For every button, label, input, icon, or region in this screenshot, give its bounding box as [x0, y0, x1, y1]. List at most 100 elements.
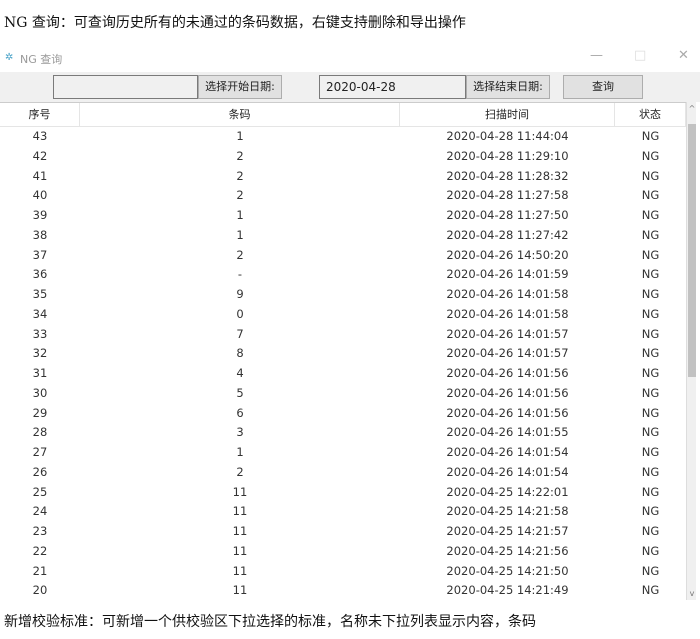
- cell-index: 29: [32, 405, 48, 420]
- cell-scan-time: 2020-04-25 14:21:57: [446, 524, 569, 538]
- toolbar: 选择开始日期: 2020-04-28 选择结束日期: 查询: [0, 72, 700, 102]
- cell-status: NG: [641, 287, 660, 301]
- cell-status: NG: [641, 445, 660, 459]
- cell-barcode: 1: [236, 208, 244, 222]
- cell-scan-time: 2020-04-25 14:21:56: [446, 543, 569, 558]
- window-title: NG 查询: [20, 53, 63, 66]
- start-date-button[interactable]: 选择开始日期:: [198, 75, 282, 99]
- cell-scan-time: 2020-04-26 14:01:58: [446, 306, 569, 321]
- table-row[interactable]: 24 11 2020-04-25 14:21:58 NG: [0, 502, 686, 522]
- vertical-scrollbar[interactable]: ^ v: [686, 102, 696, 600]
- scrollbar-thumb[interactable]: [688, 124, 696, 377]
- table-row[interactable]: 33 7 2020-04-26 14:01:57 NG: [0, 325, 686, 345]
- cell-status: NG: [641, 366, 660, 380]
- cell-barcode: 1: [236, 445, 244, 459]
- table-row[interactable]: 27 1 2020-04-26 14:01:54 NG: [0, 443, 686, 463]
- cell-index: 20: [32, 583, 48, 598]
- cell-index: 23: [32, 524, 48, 538]
- cell-index: 41: [32, 168, 48, 183]
- cell-scan-time: 2020-04-28 11:27:50: [446, 208, 569, 222]
- table-row[interactable]: 38 1 2020-04-28 11:27:42 NG: [0, 226, 686, 246]
- cell-status: NG: [641, 227, 660, 242]
- cell-scan-time: 2020-04-26 14:01:56: [446, 405, 569, 420]
- cell-scan-time: 2020-04-26 14:01:59: [446, 267, 569, 282]
- cell-index: 21: [32, 563, 48, 578]
- cell-scan-time: 2020-04-28 11:28:32: [446, 168, 569, 183]
- cell-status: NG: [641, 385, 660, 400]
- table-row[interactable]: 34 0 2020-04-26 14:01:58 NG: [0, 305, 686, 325]
- header-index[interactable]: 序号: [0, 103, 80, 126]
- cell-scan-time: 2020-04-26 14:01:57: [446, 326, 569, 341]
- table-row[interactable]: 25 11 2020-04-25 14:22:01 NG: [0, 483, 686, 503]
- cell-index: 34: [32, 306, 48, 321]
- table-row[interactable]: 21 11 2020-04-25 14:21:50 NG: [0, 562, 686, 582]
- end-date-button[interactable]: 选择结束日期:: [466, 75, 550, 99]
- cell-barcode: 11: [232, 524, 248, 538]
- cell-barcode: 5: [236, 385, 244, 400]
- header-scan-time[interactable]: 扫描时间: [400, 103, 615, 126]
- cell-barcode: 11: [232, 583, 248, 598]
- maximize-button[interactable]: □: [634, 48, 647, 63]
- cell-index: 22: [32, 543, 48, 558]
- cell-scan-time: 2020-04-25 14:21:50: [446, 563, 569, 578]
- cell-status: NG: [641, 129, 660, 143]
- table-row[interactable]: 40 2 2020-04-28 11:27:58 NG: [0, 186, 686, 206]
- app-icon: ✲: [5, 52, 14, 63]
- cell-barcode: -: [237, 267, 243, 282]
- cell-index: 38: [32, 227, 48, 242]
- cell-index: 33: [32, 326, 48, 341]
- minimize-button[interactable]: —: [590, 48, 603, 63]
- table-row[interactable]: 28 3 2020-04-26 14:01:55 NG: [0, 423, 686, 443]
- barcode-input[interactable]: [53, 75, 198, 99]
- table-row[interactable]: 31 4 2020-04-26 14:01:56 NG: [0, 364, 686, 384]
- cell-barcode: 2: [236, 148, 244, 163]
- table-row[interactable]: 35 9 2020-04-26 14:01:58 NG: [0, 285, 686, 305]
- cell-scan-time: 2020-04-28 11:27:42: [446, 227, 569, 242]
- scroll-down-icon[interactable]: v: [689, 589, 695, 598]
- cell-barcode: 6: [236, 405, 244, 420]
- cell-index: 37: [32, 247, 48, 262]
- cell-barcode: 3: [236, 425, 244, 440]
- table-row[interactable]: 23 11 2020-04-25 14:21:57 NG: [0, 522, 686, 542]
- cell-status: NG: [641, 405, 660, 420]
- cell-index: 28: [32, 425, 48, 440]
- table-row[interactable]: 26 2 2020-04-26 14:01:54 NG: [0, 463, 686, 483]
- table-row[interactable]: 43 1 2020-04-28 11:44:04 NG: [0, 127, 686, 147]
- cell-barcode: 8: [236, 346, 244, 361]
- table-row[interactable]: 39 1 2020-04-28 11:27:50 NG: [0, 206, 686, 226]
- table-row[interactable]: 41 2 2020-04-28 11:28:32 NG: [0, 167, 686, 187]
- cell-scan-time: 2020-04-26 14:01:56: [446, 385, 569, 400]
- cell-index: 36: [32, 267, 48, 282]
- header-barcode[interactable]: 条码: [80, 103, 400, 126]
- cell-status: NG: [641, 148, 660, 163]
- cell-status: NG: [641, 326, 660, 341]
- cell-index: 25: [32, 484, 48, 499]
- table-row[interactable]: 22 11 2020-04-25 14:21:56 NG: [0, 542, 686, 562]
- caption-top: NG 查询：可查询历史所有的未通过的条码数据，右键支持删除和导出操作: [4, 15, 466, 31]
- scroll-up-icon[interactable]: ^: [688, 104, 696, 113]
- cell-scan-time: 2020-04-26 14:01:56: [446, 366, 569, 380]
- cell-index: 35: [32, 287, 48, 301]
- query-button[interactable]: 查询: [563, 75, 643, 99]
- table-row[interactable]: 37 2 2020-04-26 14:50:20 NG: [0, 246, 686, 266]
- header-status[interactable]: 状态: [615, 103, 686, 126]
- table-row[interactable]: 36 - 2020-04-26 14:01:59 NG: [0, 265, 686, 285]
- date-input[interactable]: 2020-04-28: [319, 75, 466, 99]
- cell-scan-time: 2020-04-26 14:01:55: [446, 425, 569, 440]
- cell-index: 31: [32, 366, 48, 380]
- cell-scan-time: 2020-04-26 14:01:54: [446, 445, 569, 459]
- cell-scan-time: 2020-04-28 11:44:04: [446, 129, 569, 143]
- table-row[interactable]: 20 11 2020-04-25 14:21:49 NG: [0, 581, 686, 600]
- table-row[interactable]: 29 6 2020-04-26 14:01:56 NG: [0, 404, 686, 424]
- table-row[interactable]: 42 2 2020-04-28 11:29:10 NG: [0, 147, 686, 167]
- cell-barcode: 11: [232, 563, 248, 578]
- table-header: 序号 条码 扫描时间 状态: [0, 103, 686, 127]
- cell-barcode: 7: [236, 326, 244, 341]
- table-row[interactable]: 32 8 2020-04-26 14:01:57 NG: [0, 344, 686, 364]
- cell-index: 30: [32, 385, 48, 400]
- cell-status: NG: [641, 484, 660, 499]
- close-button[interactable]: ✕: [678, 48, 689, 63]
- cell-scan-time: 2020-04-26 14:01:57: [446, 346, 569, 361]
- cell-scan-time: 2020-04-26 14:01:58: [446, 287, 569, 301]
- table-row[interactable]: 30 5 2020-04-26 14:01:56 NG: [0, 384, 686, 404]
